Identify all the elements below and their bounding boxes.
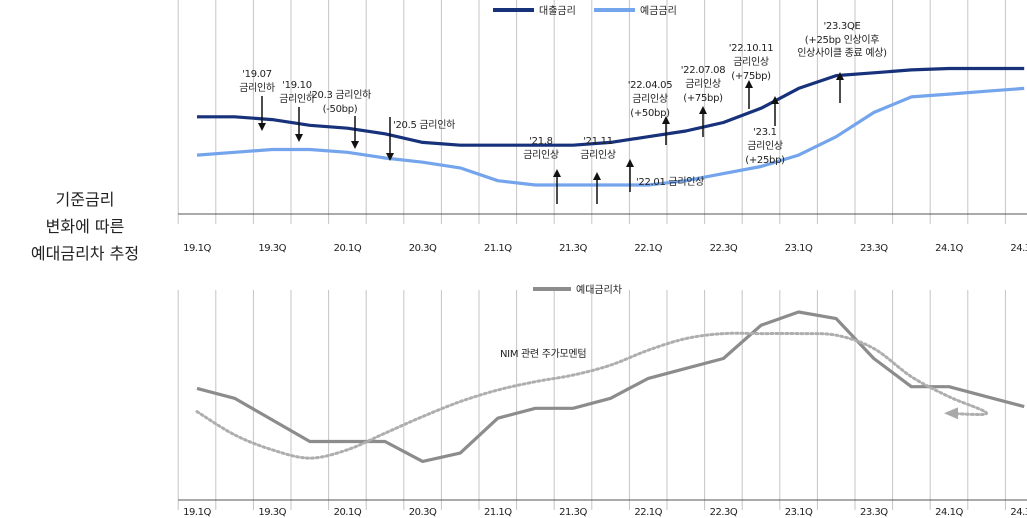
- annotation-label: (+25bp): [745, 155, 785, 166]
- x-tick-label: 21.1Q: [484, 243, 512, 254]
- annotation-label: '21.11: [583, 136, 613, 147]
- legend-label-loan: 대출금리: [539, 5, 576, 17]
- annotation-label: 인상사이클 종료 예상): [797, 47, 887, 59]
- x-tick-label: 24.1Q: [935, 243, 963, 254]
- series-line-loan: [197, 66, 1025, 147]
- series-line-momentum: [195, 331, 989, 460]
- x-tick-label: 22.3Q: [710, 507, 738, 518]
- annotation-label: '19.07: [242, 69, 272, 80]
- annotation-label: '22.07.08: [681, 65, 726, 76]
- x-tick-label: 24.3Q: [1010, 243, 1027, 254]
- annotation-label: (-50bp): [323, 104, 358, 115]
- legend-label-deposit: 예금금리: [640, 5, 677, 17]
- x-tick-label: 22.1Q: [634, 507, 662, 518]
- x-tick-label: 19.3Q: [258, 243, 286, 254]
- annotation-label: '22.04.05: [628, 80, 673, 91]
- x-tick-label: 20.1Q: [334, 243, 362, 254]
- x-tick-label: 23.1Q: [785, 243, 813, 254]
- x-tick-label: 19.1Q: [183, 243, 211, 254]
- annotation-label: '20.5 금리인하: [393, 118, 455, 131]
- annotation-label: 금리인하: [239, 81, 275, 94]
- x-tick-label: 24.1Q: [935, 507, 963, 518]
- annotation-label: 금리인상: [523, 149, 559, 161]
- side-title: 기준금리 변화에 따른 예대금리차 추정: [0, 186, 170, 267]
- x-tick-label: 20.3Q: [409, 243, 437, 254]
- annotation-label: 금리인하: [279, 92, 315, 105]
- x-tick-label: 21.3Q: [559, 243, 587, 254]
- annotation-label: 금리인상: [747, 140, 783, 152]
- x-tick-label: 23.1Q: [785, 507, 813, 518]
- x-tick-label: 23.3Q: [860, 243, 888, 254]
- annotation-label: (+50bp): [630, 108, 670, 119]
- annotation-label: (+75bp): [731, 71, 771, 82]
- annotation-label: 금리인상: [580, 149, 616, 161]
- x-tick-label: 21.1Q: [484, 507, 512, 518]
- x-tick-label: 23.3Q: [860, 507, 888, 518]
- annotation-label: '23.1: [753, 127, 777, 138]
- side-title-line-2: 변화에 따른: [45, 217, 125, 236]
- annotation-label: 금리인상: [632, 93, 668, 105]
- annotation-label: (+75bp): [683, 93, 723, 104]
- annotation-label: '20.3 금리인하: [309, 88, 371, 101]
- side-title-line-3: 예대금리차 추정: [30, 244, 140, 263]
- annotation-label: '21.8: [529, 136, 553, 147]
- side-title-line-1: 기준금리: [55, 190, 115, 209]
- x-tick-label: 20.3Q: [409, 507, 437, 518]
- annotation-label: '22.01 금리인상: [636, 176, 704, 188]
- legend-label-spread: 예대금리차: [576, 284, 622, 296]
- annotation-label: (+25bp 인상이후: [805, 34, 879, 46]
- x-tick-label: 24.3Q: [1010, 507, 1027, 518]
- annotation-label: '22.10.11: [729, 43, 774, 54]
- series-line-deposit: [196, 86, 1025, 187]
- annotation-label: 금리인상: [733, 56, 769, 68]
- series-line-spread: [196, 310, 1025, 463]
- momentum-annotation: NIM 관련 주가모멘텀: [500, 348, 586, 360]
- x-tick-label: 22.1Q: [634, 243, 662, 254]
- annotation-label: '23.3QE: [823, 21, 860, 32]
- x-tick-label: 19.3Q: [258, 507, 286, 518]
- x-tick-label: 21.3Q: [559, 507, 587, 518]
- annotation-label: 금리인상: [685, 78, 721, 90]
- annotation-label: '19.10: [282, 80, 312, 91]
- x-tick-label: 20.1Q: [334, 507, 362, 518]
- x-tick-label: 22.3Q: [710, 243, 738, 254]
- x-tick-label: 19.1Q: [183, 507, 211, 518]
